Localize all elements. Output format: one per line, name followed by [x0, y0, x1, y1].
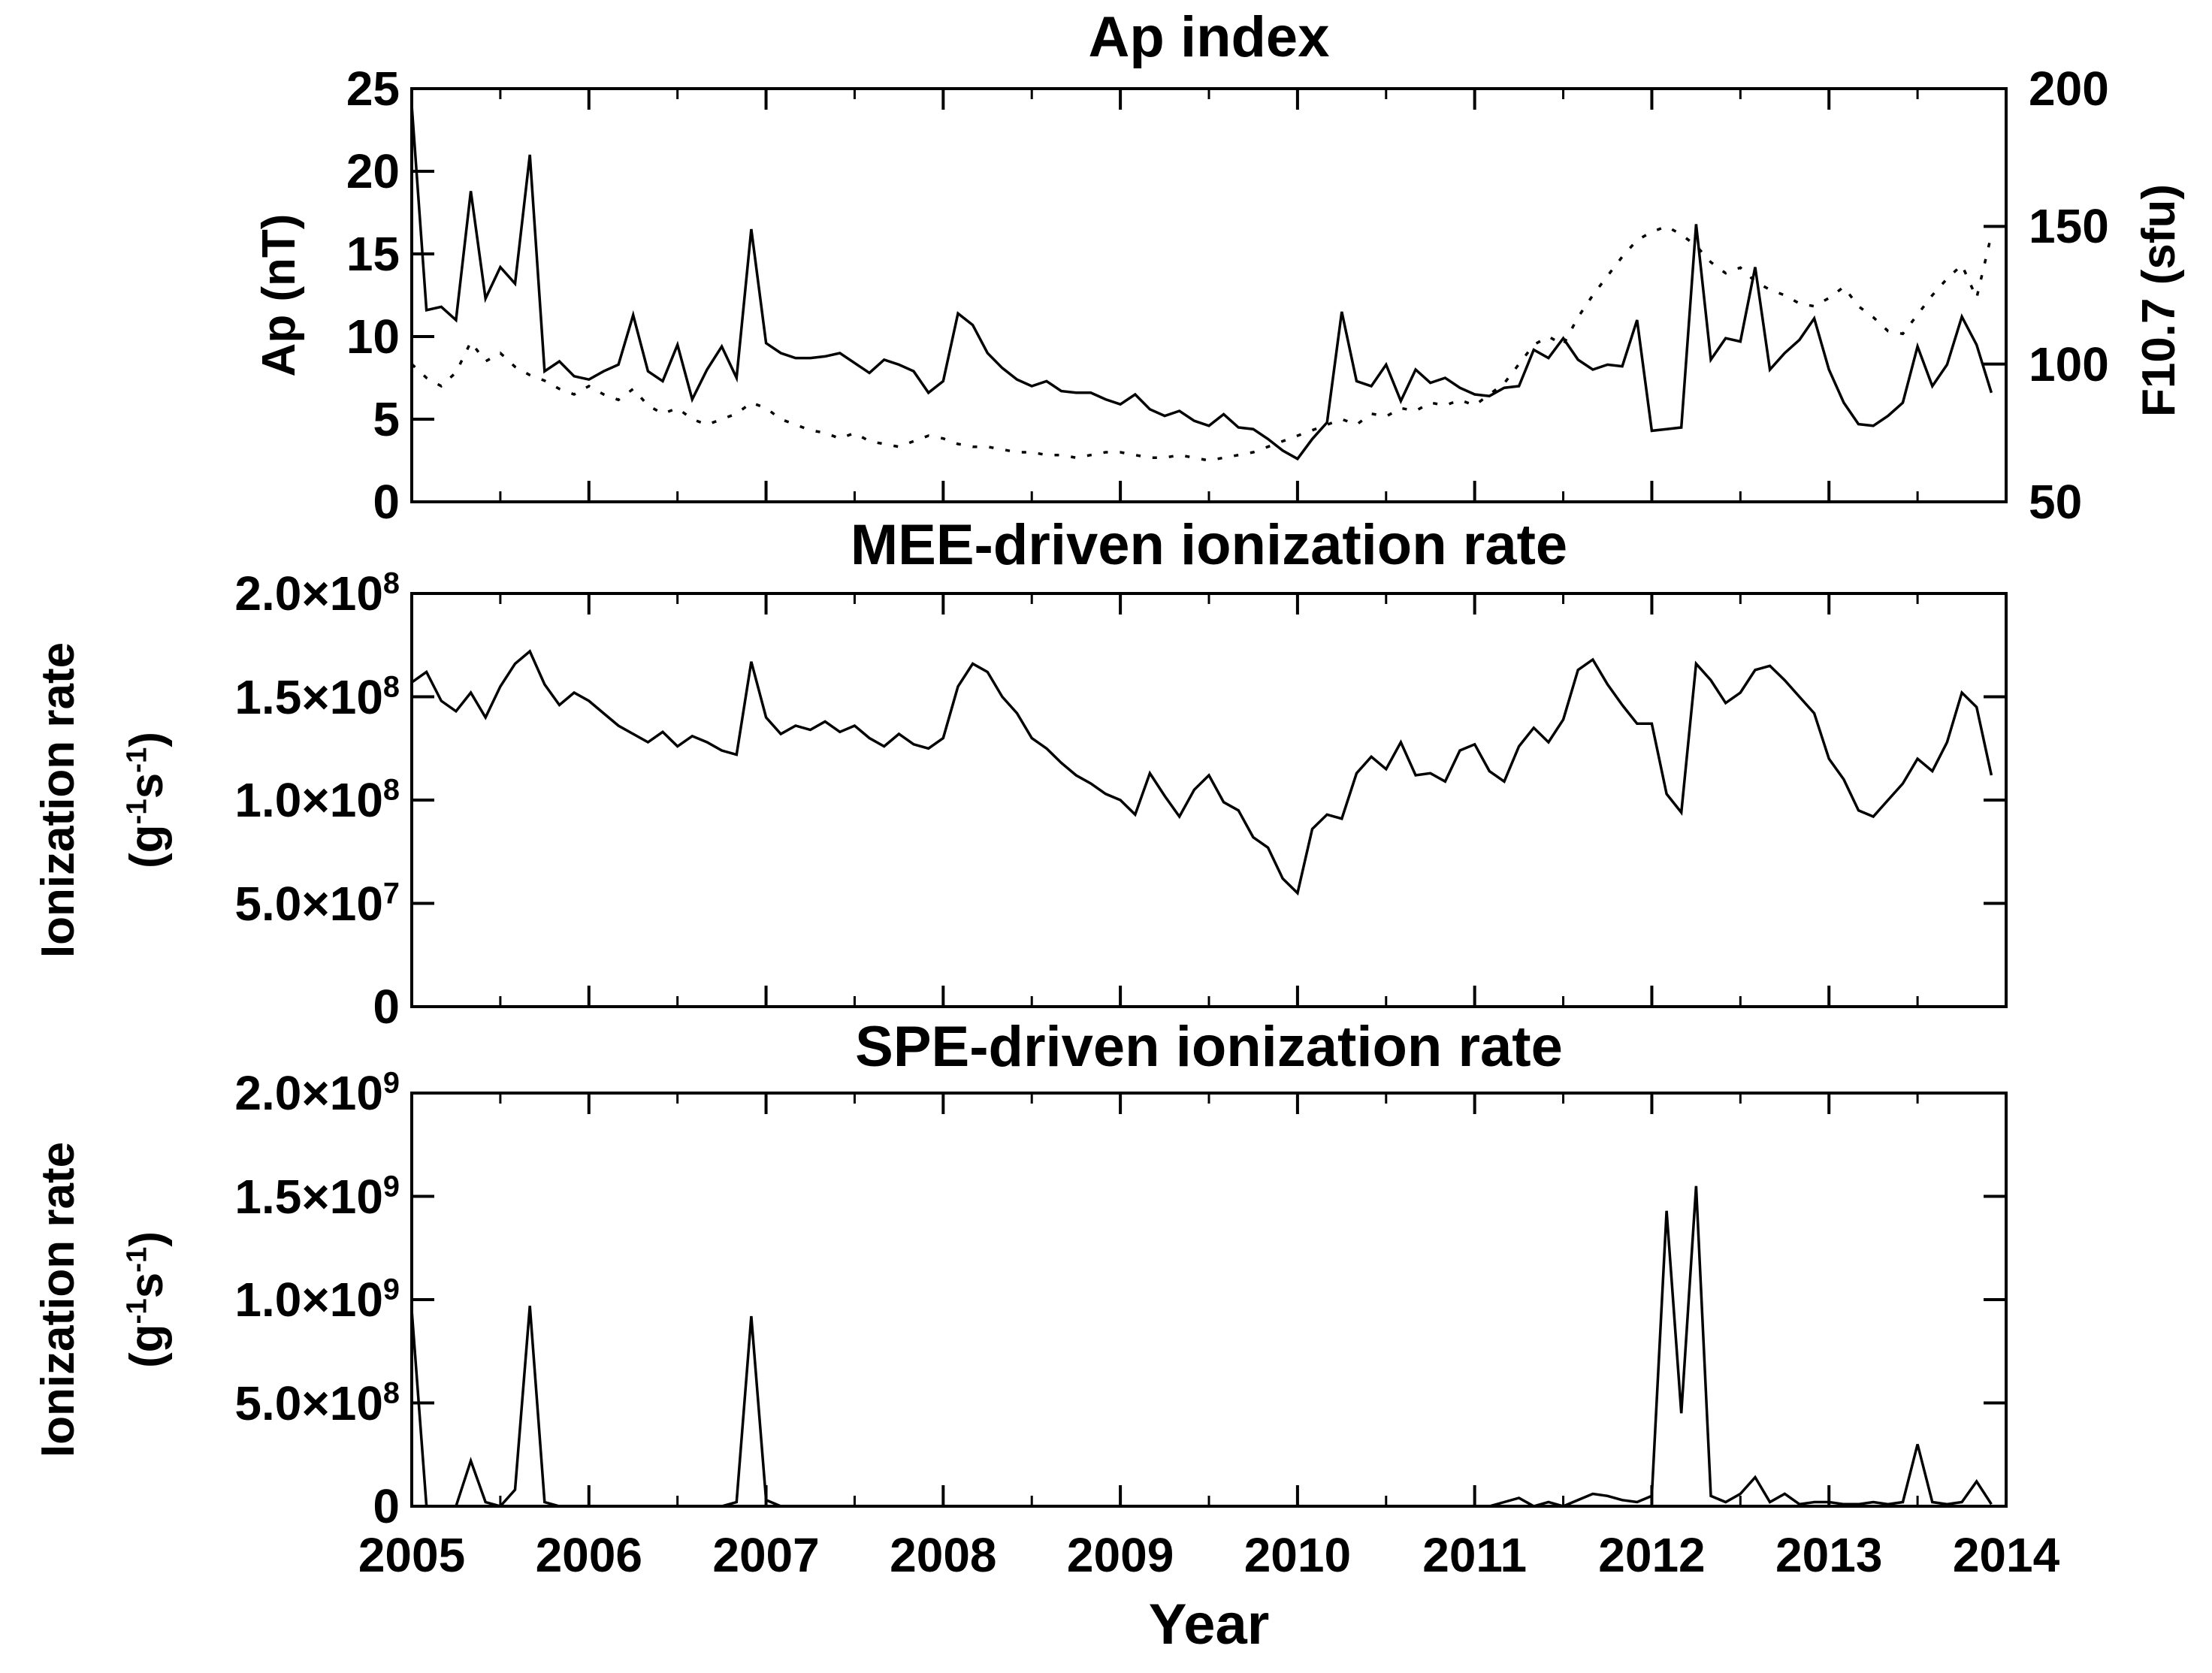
panel2-left-axis-label-line2: (g-1s-1) [120, 731, 173, 869]
x-tick-label: 2005 [358, 1528, 466, 1582]
x-tick-label: 2014 [1952, 1528, 2060, 1582]
y-tick-label: 150 [2029, 199, 2109, 254]
y-tick-label: 5 [373, 392, 400, 446]
y-tick-label: 15 [346, 227, 400, 281]
x-axis-label: Year [1148, 1593, 1270, 1656]
panel-3-plot [410, 1092, 2008, 1508]
y-tick-label: 2.0×109 [234, 1066, 400, 1120]
y-tick-label: 0 [373, 980, 400, 1034]
x-tick-label: 2013 [1775, 1528, 1883, 1582]
x-tick-label: 2006 [535, 1528, 642, 1582]
x-tick-label: 2009 [1066, 1528, 1174, 1582]
y-tick-label: 1.5×109 [234, 1169, 400, 1224]
x-tick-label: 2008 [890, 1528, 997, 1582]
f10-7-series-line [410, 225, 1993, 462]
y-tick-label: 0 [373, 475, 400, 529]
mee-ionization-rate-series-line [410, 649, 1993, 896]
x-tick-label: 2012 [1598, 1528, 1706, 1582]
plot-frame [410, 592, 2008, 1008]
ap-series-line [410, 104, 1993, 461]
y-tick-label: 1.0×108 [234, 773, 400, 827]
panel-1-plot [410, 87, 2008, 503]
panel2-title: MEE-driven ionization rate [850, 513, 1568, 577]
spe-ionization-rate-series-line [410, 1185, 1993, 1508]
y-tick-label: 20 [346, 144, 400, 198]
panel3-left-axis-label-line2: (g-1s-1) [120, 1231, 173, 1369]
y-tick-label: 0 [373, 1479, 400, 1533]
y-tick-label: 50 [2029, 475, 2083, 529]
panel2-left-axis-label-line1: Ionization rate [32, 642, 84, 959]
y-tick-label: 100 [2029, 337, 2109, 391]
panel-2-plot [410, 592, 2008, 1008]
x-tick-label: 2011 [1422, 1528, 1528, 1582]
panel3-title: SPE-driven ionization rate [855, 1015, 1563, 1079]
plot-frame [410, 87, 2008, 503]
panel1-left-axis-label: Ap (nT) [253, 213, 305, 377]
x-tick-label: 2010 [1243, 1528, 1352, 1582]
x-tick-label: 2007 [712, 1528, 820, 1582]
y-tick-label: 200 [2029, 62, 2109, 116]
panel1-right-axis-label: F10.7 (sfu) [2133, 183, 2185, 418]
y-tick-label: 2.0×108 [234, 566, 400, 621]
y-tick-label: 1.0×109 [234, 1273, 400, 1327]
y-tick-label: 25 [346, 62, 400, 116]
y-tick-label: 5.0×107 [234, 876, 400, 931]
y-tick-label: 5.0×108 [234, 1376, 400, 1430]
panel3-left-axis-label-line1: Ionization rate [32, 1141, 84, 1458]
plot-frame [410, 1092, 2008, 1508]
panel1-title: Ap index [1088, 5, 1330, 69]
y-tick-label: 10 [346, 310, 400, 364]
y-tick-label: 1.5×108 [234, 669, 400, 724]
